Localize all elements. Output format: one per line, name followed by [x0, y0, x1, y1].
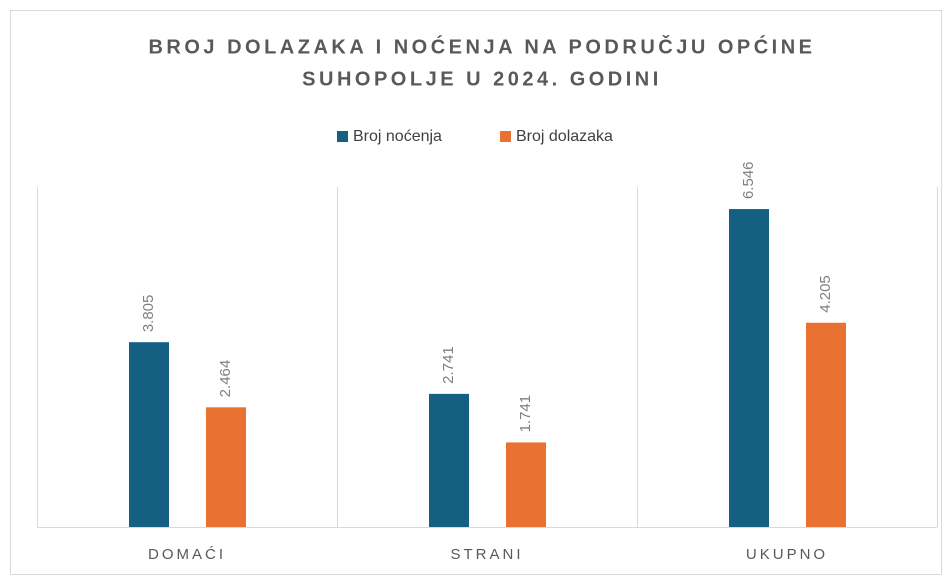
- chart-title: SUHOPOLJE U 2024. GODINI: [302, 68, 662, 90]
- data-label: 1.741: [517, 395, 534, 433]
- x-tick-label: UKUPNO: [746, 546, 828, 563]
- data-label: 6.546: [740, 162, 757, 200]
- legend-swatch: [500, 131, 511, 142]
- legend-label: Broj dolazaka: [516, 128, 613, 145]
- data-label: 2.741: [440, 346, 457, 384]
- chart-title: BROJ DOLAZAKA I NOĆENJA NA PODRUČJU OPĆI…: [148, 34, 815, 58]
- bar: [806, 322, 846, 527]
- data-label: 4.205: [817, 275, 834, 313]
- data-label: 3.805: [140, 295, 157, 333]
- data-label: 2.464: [217, 360, 234, 398]
- x-tick-label: STRANI: [450, 546, 523, 563]
- legend-swatch: [337, 131, 348, 142]
- legend-label: Broj noćenja: [353, 128, 442, 145]
- bar: [206, 407, 246, 527]
- x-tick-label: DOMAĆI: [148, 546, 226, 563]
- bar: [506, 442, 546, 527]
- bar: [129, 342, 169, 527]
- bar: [429, 393, 469, 527]
- bar: [729, 209, 769, 527]
